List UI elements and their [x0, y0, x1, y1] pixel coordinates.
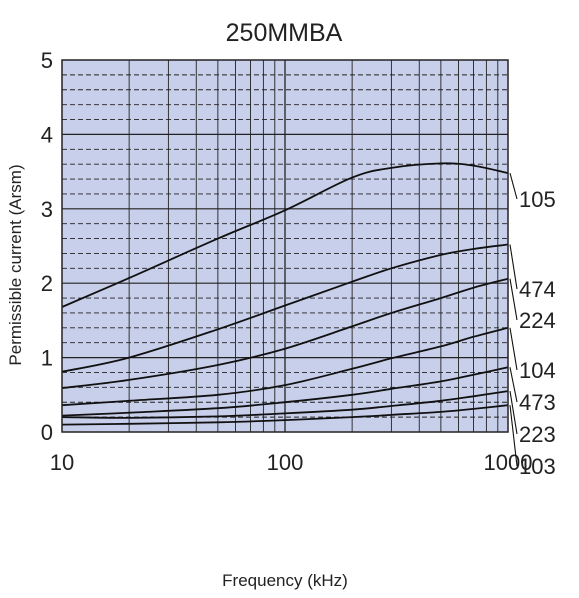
series-label-474: 474: [519, 277, 556, 302]
series-label-223: 223: [519, 422, 556, 447]
series-leader-473: [509, 367, 518, 403]
tick-labels: 0 1 2 3 4 5 10 100 1000: [41, 48, 533, 475]
series-line-223: [61, 390, 509, 419]
x-axis-label: Frequency (kHz): [222, 571, 348, 590]
y-tick-label: 0: [41, 420, 53, 445]
series-label-473: 473: [519, 390, 556, 415]
series-line-473: [61, 366, 509, 417]
y-tick-label: 3: [41, 197, 53, 222]
y-tick-label: 2: [41, 271, 53, 296]
series-line-103: [61, 404, 509, 426]
series-label-224: 224: [519, 308, 556, 333]
series-leader-104: [509, 327, 518, 371]
series-line-105: [61, 162, 509, 308]
series-labels: 105 474 224 104 473 223 103: [509, 172, 556, 479]
series-line-474: [61, 243, 509, 373]
series-lines: [61, 162, 509, 426]
y-axis-label: Permissible current (Arsm): [6, 164, 25, 365]
series-leader-105: [509, 172, 518, 200]
series-line-224: [61, 277, 509, 389]
y-tick-label: 1: [41, 346, 53, 371]
x-tick-label: 100: [267, 450, 304, 475]
series-leader-224: [509, 278, 518, 321]
series-leader-223: [509, 390, 518, 435]
series-line-104: [61, 326, 509, 407]
series-leader-474: [509, 244, 518, 290]
series-label-104: 104: [519, 358, 556, 383]
chart-title: 250MMBA: [226, 19, 343, 47]
series-label-103: 103: [519, 454, 556, 479]
series-label-105: 105: [519, 187, 556, 212]
grid: [62, 60, 508, 432]
y-tick-label: 5: [41, 48, 53, 73]
y-tick-label: 4: [41, 122, 53, 147]
series-leader-103: [509, 405, 518, 467]
x-tick-label: 10: [50, 450, 74, 475]
plot-frame: [61, 59, 509, 433]
x-tick-label: 1000: [484, 450, 533, 475]
